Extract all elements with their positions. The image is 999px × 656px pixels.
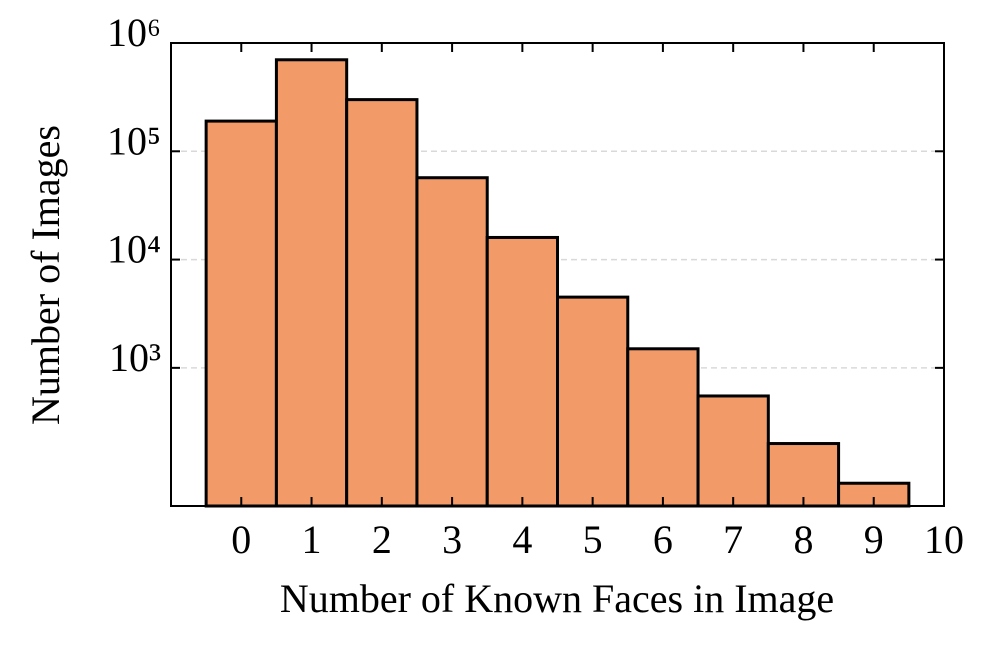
bar <box>415 176 489 508</box>
bar <box>556 295 630 508</box>
x-tick-label: 5 <box>583 517 603 562</box>
bar <box>766 442 841 508</box>
x-tick-label: 6 <box>653 517 673 562</box>
y-tick-label: 10⁶ <box>107 10 161 55</box>
bar <box>626 347 700 508</box>
y-axis-label: Number of Images <box>23 125 68 425</box>
y-tick-label: 10⁵ <box>107 118 161 163</box>
y-tick-label: 10³ <box>109 335 161 380</box>
bar <box>485 235 559 508</box>
x-tick-label: 3 <box>442 517 462 562</box>
x-tick-label: 2 <box>372 517 392 562</box>
x-tick-label: 4 <box>512 517 532 562</box>
plot-frame <box>170 42 945 507</box>
bar <box>274 58 349 508</box>
x-tick-label: 8 <box>793 517 813 562</box>
x-tick-label: 10 <box>924 517 964 562</box>
bar <box>696 394 770 508</box>
y-tick-label: 10⁴ <box>107 227 161 272</box>
x-tick-label: 1 <box>302 517 322 562</box>
x-tick-label: 9 <box>864 517 884 562</box>
x-tick-label: 7 <box>723 517 743 562</box>
x-axis-label: Number of Known Faces in Image <box>280 576 834 621</box>
x-tick-label: 0 <box>231 517 251 562</box>
bar <box>204 119 278 508</box>
bar <box>345 98 419 508</box>
